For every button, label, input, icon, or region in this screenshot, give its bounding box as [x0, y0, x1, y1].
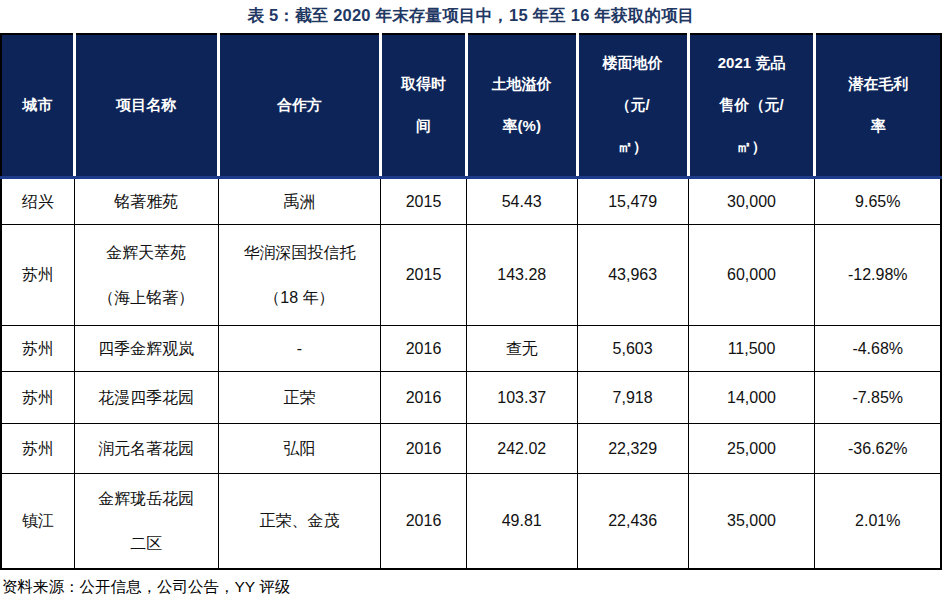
cell-city: 苏州: [1, 224, 74, 325]
cell-competitor-price-2021: 11,500: [688, 325, 815, 371]
table-row: 苏州四季金辉观岚-2016查无5,60311,500-4.68%: [1, 325, 941, 371]
cell-land-premium: 103.37: [466, 371, 577, 423]
cell-floor-price: 7,918: [577, 371, 688, 423]
table-row: 苏州花漫四季花园正荣2016103.377,91814,000-7.85%: [1, 371, 941, 423]
column-header-project-name: 项目名称: [74, 34, 218, 177]
cell-floor-price: 22,329: [577, 423, 688, 473]
cell-city: 镇江: [1, 473, 74, 569]
column-header-potential-margin: 潜在毛利 率: [815, 34, 941, 177]
cell-project-name: 润元名著花园: [74, 423, 218, 473]
cell-partner: 华润深国投信托 （18 年）: [218, 224, 381, 325]
cell-partner: 禹洲: [218, 177, 381, 224]
cell-competitor-price-2021: 14,000: [688, 371, 815, 423]
cell-acquired-year: 2016: [381, 325, 467, 371]
table-title: 表 5：截至 2020 年末存量项目中，15 年至 16 年获取的项目: [0, 0, 942, 33]
cell-land-premium: 49.81: [466, 473, 577, 569]
column-header-acquired-year: 取得时 间: [381, 34, 467, 177]
cell-city: 绍兴: [1, 177, 74, 224]
cell-land-premium: 242.02: [466, 423, 577, 473]
cell-land-premium: 查无: [466, 325, 577, 371]
cell-partner: 正荣、金茂: [218, 473, 381, 569]
cell-project-name: 四季金辉观岚: [74, 325, 218, 371]
cell-acquired-year: 2016: [381, 473, 467, 569]
table-row: 苏州金辉天萃苑 （海上铭著）华润深国投信托 （18 年）2015143.2843…: [1, 224, 941, 325]
source-note: 资料来源：公开信息，公司公告，YY 评级: [0, 570, 942, 598]
cell-competitor-price-2021: 30,000: [688, 177, 815, 224]
cell-potential-margin: -4.68%: [815, 325, 941, 371]
table-row: 镇江金辉珑岳花园 二区正荣、金茂201649.8122,43635,0002.0…: [1, 473, 941, 569]
cell-potential-margin: -12.98%: [815, 224, 941, 325]
report-page: 表 5：截至 2020 年末存量项目中，15 年至 16 年获取的项目 城市项目…: [0, 0, 942, 612]
cell-floor-price: 5,603: [577, 325, 688, 371]
table-header: 城市项目名称合作方取得时 间土地溢价 率(%)楼面地价 （元/ ㎡）2021 竞…: [1, 34, 941, 177]
cell-project-name: 金辉珑岳花园 二区: [74, 473, 218, 569]
cell-potential-margin: 2.01%: [815, 473, 941, 569]
cell-city: 苏州: [1, 371, 74, 423]
column-header-floor-price: 楼面地价 （元/ ㎡）: [577, 34, 688, 177]
cell-land-premium: 54.43: [466, 177, 577, 224]
table-row: 苏州润元名著花园弘阳2016242.0222,32925,000-36.62%: [1, 423, 941, 473]
cell-potential-margin: 9.65%: [815, 177, 941, 224]
header-row: 城市项目名称合作方取得时 间土地溢价 率(%)楼面地价 （元/ ㎡）2021 竞…: [1, 34, 941, 177]
cell-floor-price: 43,963: [577, 224, 688, 325]
cell-partner: 正荣: [218, 371, 381, 423]
cell-city: 苏州: [1, 325, 74, 371]
cell-partner: 弘阳: [218, 423, 381, 473]
cell-acquired-year: 2016: [381, 371, 467, 423]
table-body: 绍兴铭著雅苑禹洲201554.4315,47930,0009.65%苏州金辉天萃…: [1, 177, 941, 569]
cell-acquired-year: 2015: [381, 224, 467, 325]
table-row: 绍兴铭著雅苑禹洲201554.4315,47930,0009.65%: [1, 177, 941, 224]
column-header-city: 城市: [1, 34, 74, 177]
projects-table: 城市项目名称合作方取得时 间土地溢价 率(%)楼面地价 （元/ ㎡）2021 竞…: [0, 33, 942, 570]
column-header-partner: 合作方: [218, 34, 381, 177]
cell-partner: -: [218, 325, 381, 371]
cell-potential-margin: -36.62%: [815, 423, 941, 473]
cell-project-name: 金辉天萃苑 （海上铭著）: [74, 224, 218, 325]
column-header-land-premium: 土地溢价 率(%): [466, 34, 577, 177]
cell-project-name: 铭著雅苑: [74, 177, 218, 224]
cell-acquired-year: 2015: [381, 177, 467, 224]
cell-competitor-price-2021: 35,000: [688, 473, 815, 569]
cell-acquired-year: 2016: [381, 423, 467, 473]
cell-project-name: 花漫四季花园: [74, 371, 218, 423]
cell-land-premium: 143.28: [466, 224, 577, 325]
cell-potential-margin: -7.85%: [815, 371, 941, 423]
cell-floor-price: 15,479: [577, 177, 688, 224]
column-header-competitor-price-2021: 2021 竞品 售价（元/ ㎡）: [688, 34, 815, 177]
cell-floor-price: 22,436: [577, 473, 688, 569]
cell-city: 苏州: [1, 423, 74, 473]
cell-competitor-price-2021: 25,000: [688, 423, 815, 473]
cell-competitor-price-2021: 60,000: [688, 224, 815, 325]
